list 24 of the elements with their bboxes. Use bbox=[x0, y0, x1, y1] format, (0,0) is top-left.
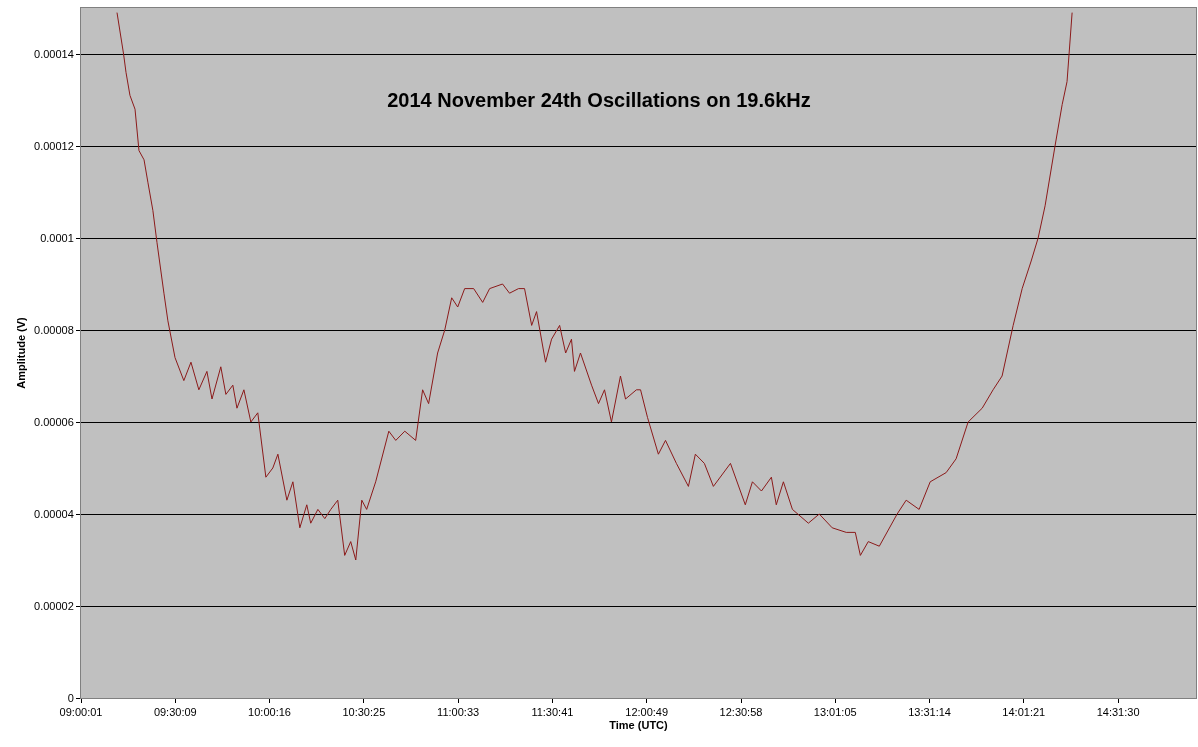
y-tick-label: 0.0001 bbox=[40, 231, 74, 244]
x-tick-label: 12:00:49 bbox=[625, 706, 669, 719]
y-tick-label: 0.00002 bbox=[34, 599, 74, 612]
x-tick-label: 09:00:01 bbox=[59, 706, 103, 719]
x-tick-label: 09:30:09 bbox=[153, 706, 197, 719]
y-axis-title: Amplitude (V) bbox=[14, 316, 27, 389]
x-tick-label: 10:30:25 bbox=[342, 706, 386, 719]
x-tick-label: 13:01:05 bbox=[813, 706, 857, 719]
x-tick-label: 12:30:58 bbox=[719, 706, 763, 719]
x-axis-title: Time (UTC) bbox=[609, 719, 669, 732]
y-tick-label: 0.00006 bbox=[34, 415, 74, 428]
x-tick-label: 11:30:41 bbox=[531, 706, 574, 719]
x-tick-label: 10:00:16 bbox=[248, 706, 291, 719]
y-tick-label: 0.00008 bbox=[34, 323, 74, 336]
x-tick-label: 11:00:33 bbox=[437, 706, 480, 719]
y-tick-label: 0.00012 bbox=[34, 139, 74, 152]
y-tick-label: 0 bbox=[67, 691, 74, 704]
line-series bbox=[116, 12, 1073, 561]
y-tick-label: 0.00014 bbox=[34, 47, 74, 60]
text: 2014 November 24th Oscillations on 19.6kHz bbox=[387, 89, 811, 112]
x-tick-label: 14:31:30 bbox=[1096, 706, 1140, 719]
x-tick-label: 13:31:14 bbox=[908, 706, 951, 719]
x-tick-label: 14:01:21 bbox=[1002, 706, 1046, 719]
y-tick-label: 0.00004 bbox=[34, 507, 74, 520]
